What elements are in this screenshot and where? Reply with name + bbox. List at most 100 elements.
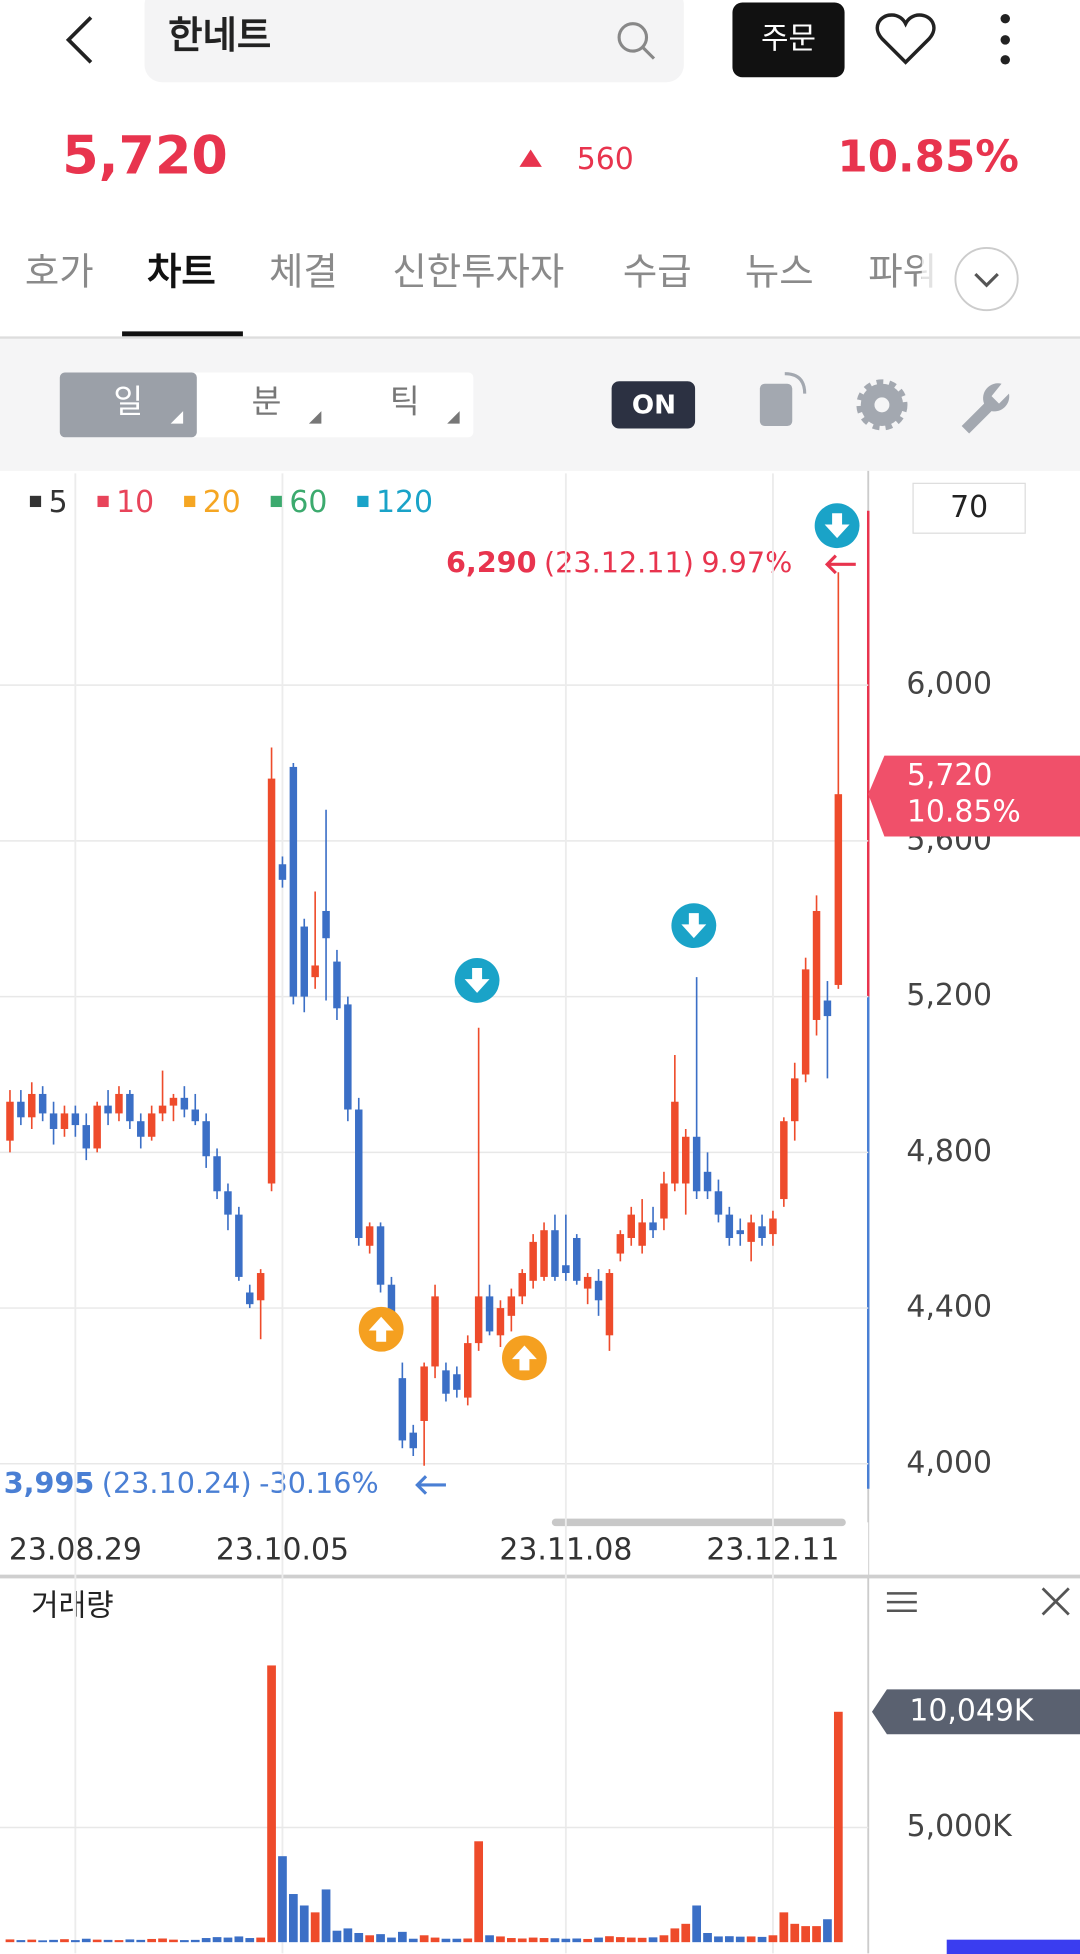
scrollbar[interactable]: [551, 1518, 846, 1527]
x-tick-label: 23.10.05: [216, 1532, 349, 1567]
candle-body: [464, 1343, 472, 1398]
tab[interactable]: 체결: [269, 250, 338, 294]
volume-menu[interactable]: [886, 1592, 917, 1613]
candle-body: [573, 1237, 581, 1281]
candle-body: [485, 1296, 494, 1332]
candle-body: [355, 1109, 363, 1238]
low-annotation: 3,995 (23.10.24) -30.16%: [4, 1466, 379, 1500]
legend-label: 120: [376, 485, 433, 520]
candle-body: [60, 1113, 69, 1129]
candle-body: [474, 1296, 483, 1344]
volume-bar: [735, 1936, 745, 1943]
tab[interactable]: 뉴스: [745, 250, 814, 294]
volume-bar: [387, 1937, 396, 1943]
order-button[interactable]: [732, 2, 845, 78]
period-box[interactable]: [912, 482, 1026, 534]
x-tick-label: 23.08.29: [9, 1532, 142, 1567]
volume-bar: [626, 1937, 636, 1943]
candle-body: [703, 1171, 712, 1192]
volume-bar: [496, 1936, 505, 1943]
tab[interactable]: 수급: [623, 250, 692, 294]
candle-body: [376, 1226, 385, 1285]
toggle-label: ON: [632, 391, 676, 421]
volume-bar: [408, 1938, 418, 1943]
volume-bar: [790, 1923, 800, 1943]
volume-bar: [681, 1923, 691, 1943]
volume-bar: [823, 1919, 832, 1943]
settings-icon[interactable]: [856, 379, 908, 431]
change-percent: 10.85%: [837, 132, 1019, 182]
volume-bar: [430, 1937, 440, 1943]
rotate-icon[interactable]: [759, 372, 807, 427]
volume-bar: [812, 1926, 821, 1943]
candle-body: [322, 910, 330, 939]
volume-bar: [169, 1939, 178, 1943]
candle-body: [442, 1370, 450, 1394]
volume-bar: [354, 1932, 364, 1943]
volume-bar: [659, 1935, 669, 1943]
candle-body: [638, 1222, 646, 1246]
volume-bar: [212, 1937, 222, 1943]
search-icon[interactable]: [617, 22, 656, 60]
price-change: 560: [577, 142, 634, 177]
period-option[interactable]: 틱: [390, 383, 420, 421]
volume-bar: [572, 1938, 582, 1943]
y-tick-label: 6,000: [906, 667, 992, 702]
candle-body: [246, 1292, 254, 1305]
candle-body: [137, 1121, 145, 1137]
price-tag-price: 5,720: [907, 758, 993, 793]
toggle-button[interactable]: [611, 381, 696, 429]
tab-bar: 호가 차트 체결 신한투자자 수급 뉴스 파워: [25, 250, 937, 294]
price-tag: [868, 755, 1080, 837]
candle-body: [115, 1093, 123, 1114]
candle-body: [147, 1113, 156, 1137]
favorite-button[interactable]: [875, 13, 936, 65]
candle-body: [278, 864, 287, 880]
candle-body: [791, 1078, 799, 1122]
tab-expand-button[interactable]: [954, 246, 1019, 312]
candle-body: [529, 1241, 537, 1281]
candle-body: [387, 1284, 396, 1324]
volume-bar: [703, 1932, 712, 1943]
period-option[interactable]: 분: [252, 383, 282, 421]
candle-body: [256, 1273, 265, 1301]
bottom-nav[interactable]: [946, 1939, 1080, 1954]
candle-body: [17, 1101, 25, 1118]
candle-body: [180, 1097, 189, 1110]
search-box[interactable]: [144, 0, 684, 83]
volume-bar: [365, 1935, 375, 1943]
tab[interactable]: 신한투자자: [392, 250, 564, 294]
candle-body: [507, 1296, 516, 1316]
y-tick-label: 4,800: [906, 1134, 992, 1169]
tab[interactable]: 호가: [25, 250, 94, 294]
back-button[interactable]: [65, 16, 93, 64]
candle-body: [714, 1191, 723, 1215]
more-button[interactable]: [1000, 13, 1010, 65]
candle-body: [344, 1004, 352, 1110]
tab[interactable]: 차트: [147, 250, 216, 294]
volume-bar: [60, 1939, 69, 1943]
signal-arrow: [681, 913, 707, 939]
volume-bar: [419, 1935, 429, 1943]
volume-bar: [594, 1937, 603, 1943]
volume-bar: [114, 1940, 124, 1943]
candle-body: [82, 1125, 90, 1149]
volume-bar: [27, 1939, 37, 1943]
candle-body: [736, 1230, 744, 1235]
candle-body: [660, 1183, 668, 1219]
signal-arrow: [464, 967, 490, 993]
volume-bar: [801, 1926, 810, 1943]
tools-icon[interactable]: [961, 383, 1010, 434]
volume-bar: [125, 1939, 135, 1943]
candle-body: [71, 1113, 80, 1126]
volume-close[interactable]: [1041, 1587, 1070, 1616]
volume-bar: [452, 1938, 462, 1943]
volume-bar: [180, 1940, 189, 1943]
period-option[interactable]: 일: [113, 383, 143, 421]
volume-bar: [310, 1912, 320, 1943]
volume-bar: [757, 1936, 767, 1943]
volume-bar: [38, 1940, 48, 1943]
